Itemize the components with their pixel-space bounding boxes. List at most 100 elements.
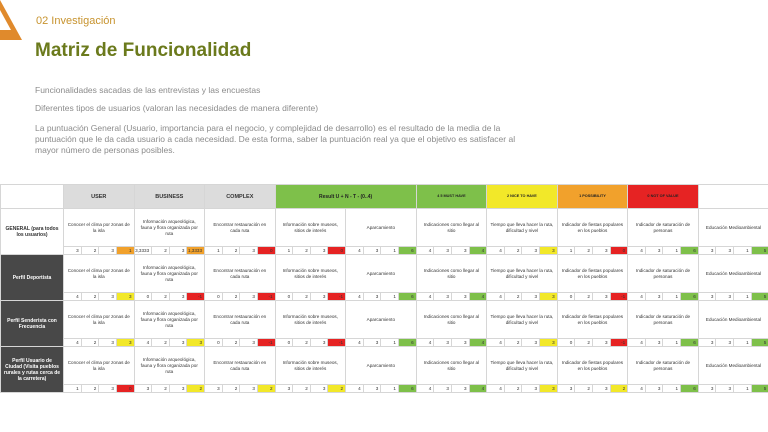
result-score-cell: -1	[256, 292, 276, 301]
score-cell: 1	[204, 246, 223, 255]
score-cell: 3	[644, 338, 664, 347]
result-score-cell: 1	[115, 246, 135, 255]
header-empty-cell	[0, 184, 64, 209]
score-cell: 3	[715, 338, 735, 347]
result-score-cell: 2	[327, 384, 347, 393]
need-cell: Aparcamiento	[345, 346, 417, 385]
score-cell: 3	[362, 292, 382, 301]
score-cell: 1	[380, 292, 399, 301]
corner-logo	[0, 0, 22, 40]
score-cell: 3	[450, 246, 470, 255]
result-score-cell: 6	[680, 384, 699, 393]
score-cell: 3	[274, 384, 294, 393]
score-cell: 2	[503, 246, 523, 255]
score-cell: 1	[556, 246, 576, 255]
score-cell: 3	[433, 246, 452, 255]
score-cell: 2	[151, 384, 170, 393]
score-cell: 3	[309, 338, 329, 347]
result-score-cell: 4	[468, 246, 488, 255]
score-cell: 3	[168, 246, 188, 255]
score-cell: 3	[239, 292, 258, 301]
need-cell: Indicador de saturación de personas	[627, 208, 699, 247]
score-cell: 3	[450, 292, 470, 301]
score-cell: 2	[221, 338, 241, 347]
result-score-cell: 6	[397, 292, 417, 301]
score-cell: 3	[98, 338, 117, 347]
legend-not-of-value: 0 NOT OF VALUE	[627, 184, 699, 209]
need-cell: Indicaciones como llegar al sitio	[415, 300, 488, 339]
score-cell: 1	[733, 292, 752, 301]
result-score-cell: -1	[609, 338, 629, 347]
need-cell: Indicaciones como llegar al sitio	[415, 254, 488, 293]
result-score-cell: -1	[327, 292, 347, 301]
need-cell: Indicador de saturación de personas	[627, 346, 699, 385]
result-score-cell: 5	[750, 246, 768, 255]
score-cell: 3	[521, 292, 541, 301]
score-cell: 0	[204, 292, 223, 301]
score-cell: 1	[63, 384, 82, 393]
intro-line-2: Diferentes tipos de usuarios (valoran la…	[35, 103, 319, 113]
score-cell: 2	[574, 384, 593, 393]
score-row: 4 2 3 3 4 2 3 3 0 2 3 -1 0 2 3 -1 4 3 1 6 4 3 3 4 4 2 3 3 0 2 3 -1 4 3 1 6 3…	[1, 338, 768, 347]
need-cell: Tiempo que lleva hacer la ruta, dificult…	[486, 208, 558, 247]
score-cell: 3	[697, 338, 717, 347]
header-complex: COMPLEX	[204, 184, 276, 209]
result-score-cell: 1,3333	[186, 246, 206, 255]
need-cell: Conocer el clima por zonas de la isla	[63, 346, 135, 385]
score-cell: 3	[309, 246, 329, 255]
score-cell: 2	[292, 292, 311, 301]
score-cell: 2	[80, 384, 100, 393]
score-cell: 3	[168, 292, 188, 301]
result-score-cell: 5	[750, 292, 768, 301]
need-cell: Indicaciones como llegar al sitio	[415, 346, 488, 385]
score-cell: 4	[627, 384, 646, 393]
score-cell: 2	[151, 338, 170, 347]
profile-row: GENERAL (para todos los usuarios) Conocer…	[0, 208, 768, 255]
result-score-cell: 0	[327, 246, 347, 255]
score-cell: 1	[274, 246, 294, 255]
result-score-cell: 2	[256, 384, 276, 393]
score-cell: 4	[627, 338, 646, 347]
score-cell: 2	[221, 246, 241, 255]
need-cell: Educación Medioambiental	[697, 254, 768, 293]
profile-row: Perfil Deportista Conocer el clima por zo…	[0, 254, 768, 301]
result-score-cell: 0	[115, 384, 135, 393]
score-cell: 3	[521, 338, 541, 347]
score-cell: 2	[151, 246, 170, 255]
score-cell: 4	[486, 292, 505, 301]
score-cell: 2	[292, 246, 311, 255]
score-cell: 1	[380, 338, 399, 347]
score-cell: 3	[697, 292, 717, 301]
score-cell: 4	[415, 292, 435, 301]
result-score-cell: -1	[327, 338, 347, 347]
result-score-cell: 3	[539, 246, 558, 255]
score-cell: 2	[292, 338, 311, 347]
score-cell: 2	[292, 384, 311, 393]
profile-row: Perfil Usuario de Ciudad (Visita pueblos…	[0, 346, 768, 393]
profile-row: Perfil Senderista con Frecuencia Conocer …	[0, 300, 768, 347]
need-cell: Tiempo que lleva hacer la ruta, dificult…	[486, 300, 558, 339]
score-cell: 0	[556, 338, 576, 347]
need-cell: Encontrar restauración en cada ruta	[204, 300, 276, 339]
matrix-header-row: USER BUSINESS COMPLEX Result U + N - T -…	[0, 184, 768, 209]
result-score-cell: 2	[609, 384, 629, 393]
score-cell: 1	[662, 246, 682, 255]
score-cell: 3	[362, 384, 382, 393]
score-cell: 0	[204, 338, 223, 347]
need-cell: Indicaciones como llegar al sitio	[415, 208, 488, 247]
score-cell: 1	[662, 384, 682, 393]
score-cell: 2	[503, 338, 523, 347]
score-cell: 4	[345, 338, 364, 347]
score-cell: 3	[98, 292, 117, 301]
score-cell: 3	[133, 384, 153, 393]
result-score-cell: 3	[115, 338, 135, 347]
score-cell: 3	[309, 384, 329, 393]
result-score-cell: 3	[539, 384, 558, 393]
page-title: Matriz de Funcionalidad	[35, 40, 252, 61]
score-cell: 2	[503, 384, 523, 393]
score-cell: 4	[486, 246, 505, 255]
legend-nice-to-have: 2 NICE TO HAVE	[486, 184, 558, 209]
score-cell: 4	[627, 246, 646, 255]
score-cell: 1	[380, 246, 399, 255]
